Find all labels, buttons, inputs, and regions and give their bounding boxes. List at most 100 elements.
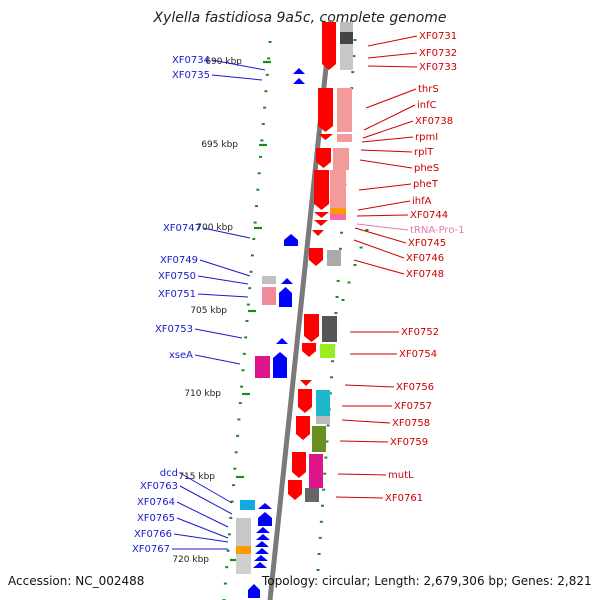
forward-gene-chevron — [314, 212, 329, 218]
label-leader — [356, 223, 409, 231]
label-leader — [362, 120, 414, 139]
reverse-gene-arrow — [258, 512, 272, 526]
gene-block — [340, 32, 353, 44]
gene-block — [236, 546, 251, 554]
gene-block — [340, 22, 353, 32]
label-leader — [211, 74, 263, 81]
right-gene-label: XF0759 — [390, 437, 428, 448]
gene-block — [333, 148, 349, 170]
label-leader — [367, 65, 418, 68]
gene-block — [322, 316, 337, 342]
left-gene-label: XF0735 — [172, 70, 210, 81]
right-gene-label: XF0748 — [406, 269, 444, 280]
label-leader — [357, 200, 411, 211]
label-leader — [176, 517, 229, 539]
label-leader — [367, 52, 418, 59]
label-leader — [360, 149, 413, 153]
accession-text: Accession: NC_002488 — [8, 574, 145, 588]
gene-block — [305, 488, 319, 502]
right-gene-label: infC — [417, 100, 437, 111]
label-leader — [211, 59, 266, 71]
right-gene-label: pheS — [414, 163, 439, 174]
label-leader — [344, 384, 395, 388]
gene-block — [327, 250, 341, 266]
left-gene-label: XF0767 — [132, 544, 170, 555]
label-leader — [335, 496, 384, 499]
forward-gene-chevron — [312, 230, 324, 236]
gene-block — [312, 426, 326, 452]
forward-gene-chevron — [300, 380, 312, 386]
ruler-tick-label: 705 kbp — [190, 306, 227, 316]
gene-block — [320, 344, 335, 358]
label-leader — [354, 227, 407, 244]
reverse-gene-chevron — [253, 562, 267, 568]
ruler-tick-label: 695 kbp — [201, 140, 238, 150]
forward-gene-chevron — [318, 134, 333, 140]
ruler-tick-label: 720 kbp — [172, 555, 209, 565]
label-leader — [356, 214, 409, 217]
label-leader — [367, 35, 418, 47]
left-gene-label: XF0749 — [160, 255, 198, 266]
forward-gene-chevron — [314, 220, 328, 226]
gene-block — [240, 500, 255, 510]
gene-block — [337, 88, 352, 132]
gene-block — [330, 208, 346, 214]
right-gene-label: tRNA-Pro-1 — [410, 225, 465, 236]
forward-gene-chevron — [314, 204, 329, 210]
right-gene-label: rplT — [414, 147, 434, 158]
label-leader — [173, 533, 229, 543]
label-leader — [197, 275, 249, 285]
left-gene-label: xseA — [169, 350, 193, 361]
right-gene-label: XF0752 — [401, 327, 439, 338]
forward-gene-arrow — [322, 22, 336, 70]
gene-block — [314, 170, 329, 204]
forward-gene-chevron — [318, 126, 333, 132]
forward-gene-arrow — [288, 480, 302, 500]
reverse-gene-chevron — [254, 555, 268, 561]
label-leader — [202, 227, 251, 239]
left-gene-label: XF0765 — [137, 513, 175, 524]
gene-block — [255, 356, 270, 378]
right-gene-label: rpmI — [415, 132, 438, 143]
left-gene-label: XF0750 — [158, 271, 196, 282]
reverse-gene-chevron — [256, 527, 270, 533]
label-leader — [197, 293, 249, 298]
reverse-gene-chevron — [256, 534, 270, 540]
left-gene-label: XF0747 — [163, 223, 201, 234]
gene-block — [330, 170, 346, 208]
ruler-tick-label: 710 kbp — [184, 389, 221, 399]
label-leader — [361, 136, 414, 143]
label-leader — [365, 88, 417, 109]
reverse-gene-arrow — [279, 287, 292, 307]
forward-gene-arrow — [309, 248, 323, 266]
label-leader — [194, 354, 241, 365]
left-gene-label: XF0751 — [158, 289, 196, 300]
left-gene-label: XF0763 — [140, 481, 178, 492]
right-gene-label: mutL — [388, 470, 414, 481]
right-gene-label: thrS — [418, 84, 439, 95]
left-gene-label: XF0734 — [172, 55, 210, 66]
right-gene-label: XF0761 — [385, 493, 423, 504]
gene-labels: XF0734 XF0735 XF0747 XF0749 XF0750 XF0751 XF07… — [132, 31, 465, 555]
right-gene-label: XF0754 — [399, 349, 437, 360]
right-gene-label: XF0745 — [408, 238, 446, 249]
forward-gene-arrow — [296, 416, 310, 440]
label-leader — [194, 328, 243, 339]
gene-block — [330, 214, 346, 220]
right-gene-label: XF0757 — [394, 401, 432, 412]
forward-gene-arrow — [292, 452, 306, 478]
forward-gene-arrow — [302, 343, 316, 357]
gene-block — [262, 276, 276, 284]
forward-gene-arrow — [298, 389, 312, 413]
label-leader — [176, 501, 229, 528]
label-leader — [353, 259, 405, 275]
reverse-gene-chevron — [293, 78, 305, 84]
reverse-gene-chevron — [258, 503, 272, 509]
ruler-tick-label: 715 kbp — [178, 472, 215, 482]
gene-block — [316, 416, 330, 424]
map-title: Xylella fastidiosa 9a5c, complete genome — [153, 10, 447, 26]
gene-block — [316, 390, 330, 416]
gene-block — [236, 518, 251, 546]
forward-gene-arrow — [316, 148, 331, 168]
